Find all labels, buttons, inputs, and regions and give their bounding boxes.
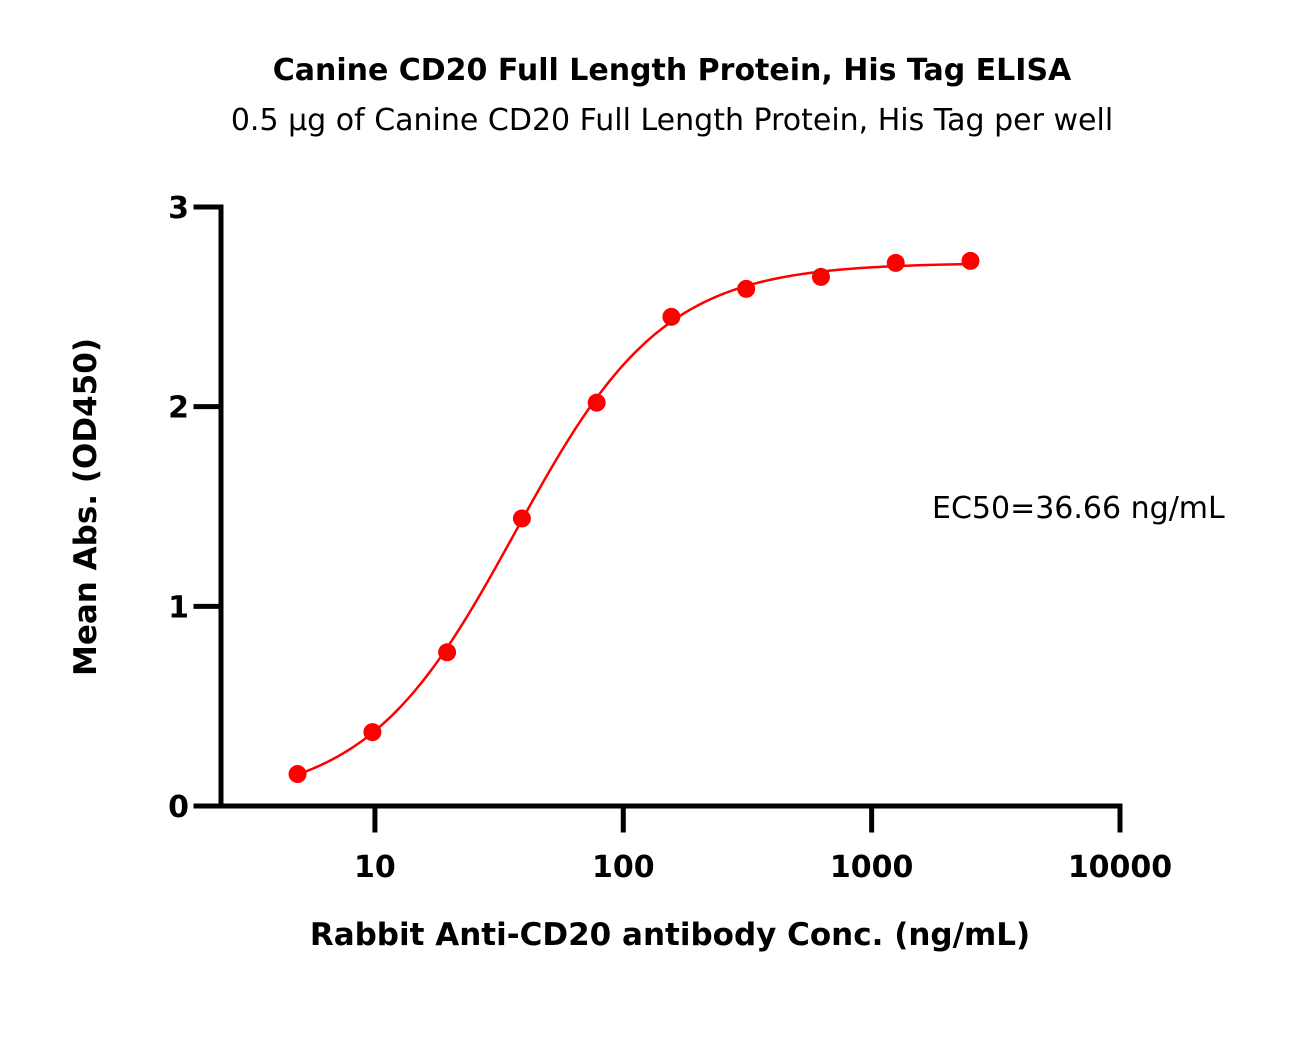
x-tick-label: 10 [354,850,396,885]
data-point [961,251,980,270]
x-tick-label: 100 [592,850,655,885]
chart-subtitle: 0.5 μg of Canine CD20 Full Length Protei… [231,103,1113,138]
x-tick-label: 10000 [1068,850,1172,885]
axes: 0 1 2 3 10 100 1000 10000 [168,191,1172,885]
x-tick-label: 1000 [830,850,914,885]
y-tick-label: 2 [168,391,189,426]
data-point [288,765,307,784]
data-point [737,279,756,298]
data-point [438,643,457,662]
data-point [811,267,830,286]
y-tick-label: 0 [168,790,189,825]
fit-curve [297,262,971,776]
ec50-annotation: EC50=36.66 ng/mL [932,491,1225,526]
data-point [363,723,382,742]
data-point [512,509,531,528]
data-point [886,253,905,272]
y-tick-label: 1 [168,590,189,625]
data-point [587,393,606,412]
x-axis-label: Rabbit Anti-CD20 antibody Conc. (ng/mL) [310,917,1030,953]
y-tick-label: 3 [168,191,189,226]
data-point [662,307,681,326]
y-axis-label: Mean Abs. (OD450) [68,338,104,676]
data-points-layer [288,251,980,784]
fit-curve-layer [297,262,971,776]
chart-title: Canine CD20 Full Length Protein, His Tag… [273,53,1072,88]
